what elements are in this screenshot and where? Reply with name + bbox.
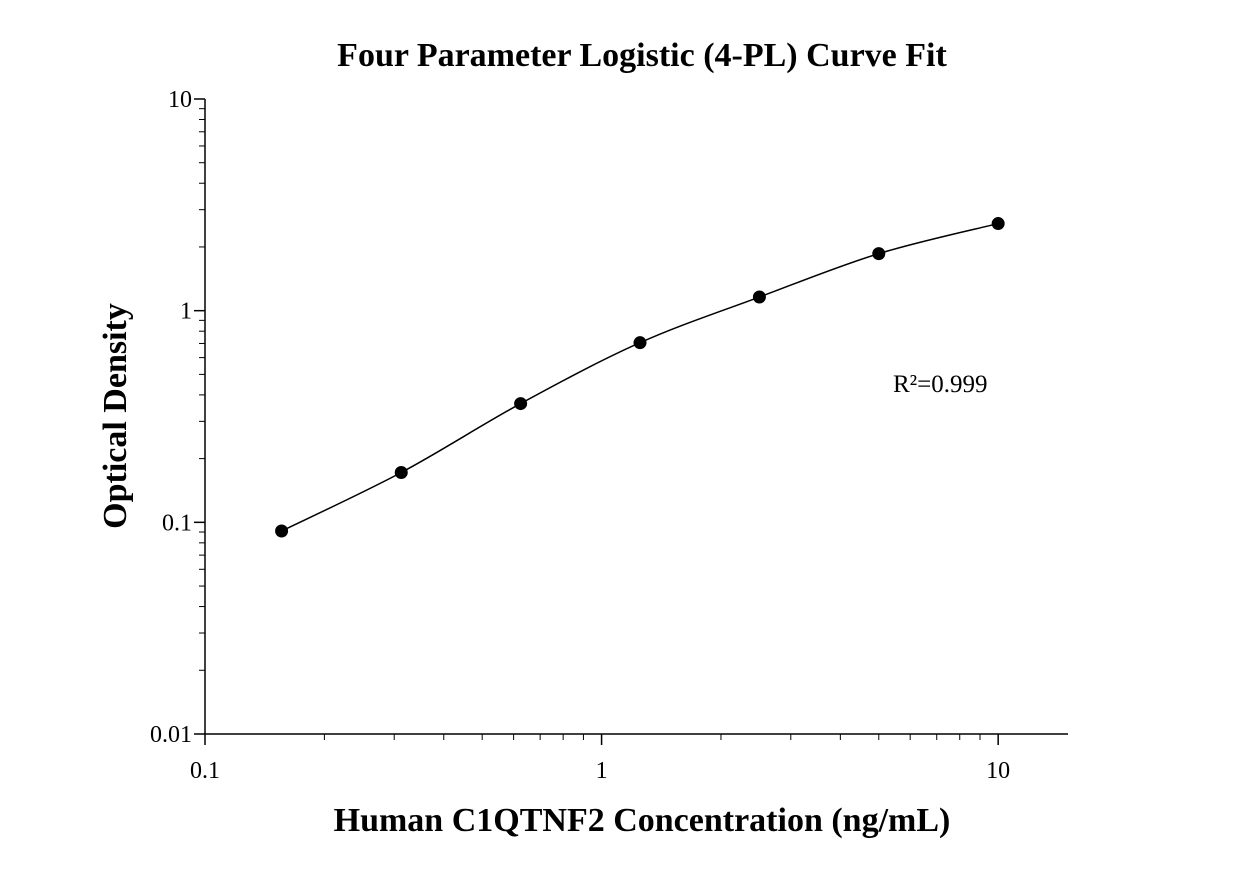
data-point: [752, 290, 766, 304]
y-axis-label: Optical Density: [97, 303, 134, 529]
annotation: R²=0.999: [893, 371, 988, 398]
y-tick-label: 1: [180, 299, 192, 325]
y-tick-label: 10: [168, 87, 192, 113]
x-tick-label: 0.1: [190, 758, 220, 784]
data-point: [633, 336, 647, 350]
data-point: [275, 524, 289, 538]
data-point: [514, 397, 528, 411]
data-point: [991, 217, 1005, 231]
fit-curve: [281, 222, 999, 532]
x-tick-label: 10: [986, 758, 1010, 784]
x-axis-label: Human C1QTNF2 Concentration (ng/mL): [334, 802, 951, 839]
data-point: [872, 247, 886, 261]
y-tick-label: 0.01: [150, 722, 192, 748]
x-tick-label: 1: [596, 758, 608, 784]
chart-title: Four Parameter Logistic (4-PL) Curve Fit: [337, 37, 947, 74]
y-tick-label: 0.1: [162, 510, 192, 536]
data-point: [394, 465, 408, 479]
